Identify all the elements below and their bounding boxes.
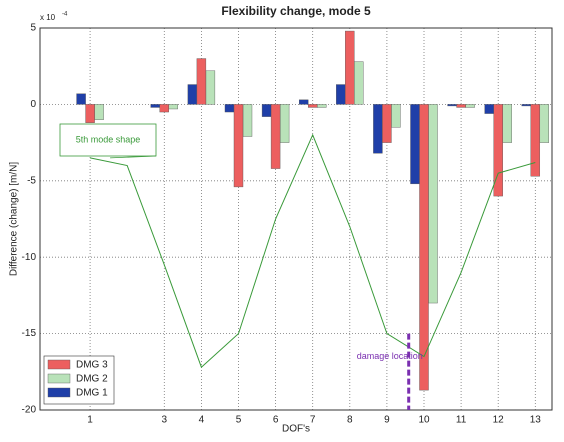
bar (168, 104, 178, 110)
bar (447, 104, 457, 107)
bar (316, 104, 327, 108)
legend-label: DMG 1 (76, 388, 108, 399)
x-tick-label: 1 (87, 415, 93, 426)
bar (345, 30, 355, 105)
bar (530, 104, 541, 177)
bar (373, 104, 383, 154)
x-tick-label: 9 (384, 415, 390, 426)
bar (465, 104, 475, 108)
legend-swatch (47, 373, 71, 384)
bar (521, 104, 532, 107)
x-tick-label: 12 (493, 415, 505, 426)
y-multiplier-exponent: -4 (62, 12, 68, 18)
annotation-text: 5th mode shape (76, 134, 141, 144)
bar (428, 104, 438, 304)
bar (419, 104, 429, 391)
bar (502, 104, 512, 143)
bar (187, 84, 198, 105)
bar (159, 104, 169, 113)
bar (85, 104, 95, 123)
bar (382, 104, 392, 143)
bar (233, 104, 244, 188)
bar (298, 99, 309, 105)
bar (391, 104, 401, 128)
plot-frame (39, 27, 553, 411)
y-tick-label: -20 (22, 405, 37, 416)
bar (76, 93, 86, 105)
y-multiplier: x 10 (40, 13, 56, 22)
bar (261, 104, 272, 117)
x-tick-label: 5 (236, 415, 242, 426)
legend-swatch (47, 387, 71, 398)
y-tick-label: -5 (27, 175, 36, 186)
x-tick-label: 10 (418, 415, 430, 426)
x-tick-label: 11 (456, 415, 467, 426)
y-axis-label: Difference (change) [m/N] (9, 162, 20, 277)
bar (94, 104, 104, 120)
bar (493, 104, 503, 197)
x-tick-label: 13 (530, 415, 542, 426)
bar (270, 104, 281, 169)
bar (484, 104, 494, 114)
bar (196, 58, 207, 105)
bar (307, 104, 318, 108)
bar (279, 104, 290, 143)
x-tick-label: 6 (273, 415, 279, 426)
mode-shape-line (89, 133, 536, 369)
x-tick-label: 7 (310, 415, 316, 426)
y-tick-label: -10 (22, 252, 37, 263)
bar (242, 104, 253, 137)
y-tick-label: -15 (22, 328, 37, 339)
x-tick-label: 3 (162, 415, 168, 426)
legend-label: DMG 3 (76, 360, 108, 371)
x-tick-label: 4 (199, 415, 205, 426)
chart-title: Flexibility change, mode 5 (221, 4, 371, 18)
x-axis-label: DOF's (282, 424, 310, 435)
bar (539, 104, 550, 143)
bar (354, 61, 364, 105)
damage-label: damage location (357, 351, 423, 361)
bar (224, 104, 235, 113)
annotation-box (59, 123, 157, 157)
bar (205, 70, 216, 105)
bar (150, 104, 160, 108)
legend-label: DMG 2 (76, 374, 108, 385)
y-tick-label: 0 (30, 99, 36, 110)
bar (456, 104, 466, 108)
annotation-pointer (110, 155, 157, 159)
legend-swatch (47, 359, 71, 370)
y-tick-label: 5 (30, 23, 36, 34)
x-tick-label: 8 (347, 415, 353, 426)
bar (336, 84, 346, 105)
bar (410, 104, 420, 185)
